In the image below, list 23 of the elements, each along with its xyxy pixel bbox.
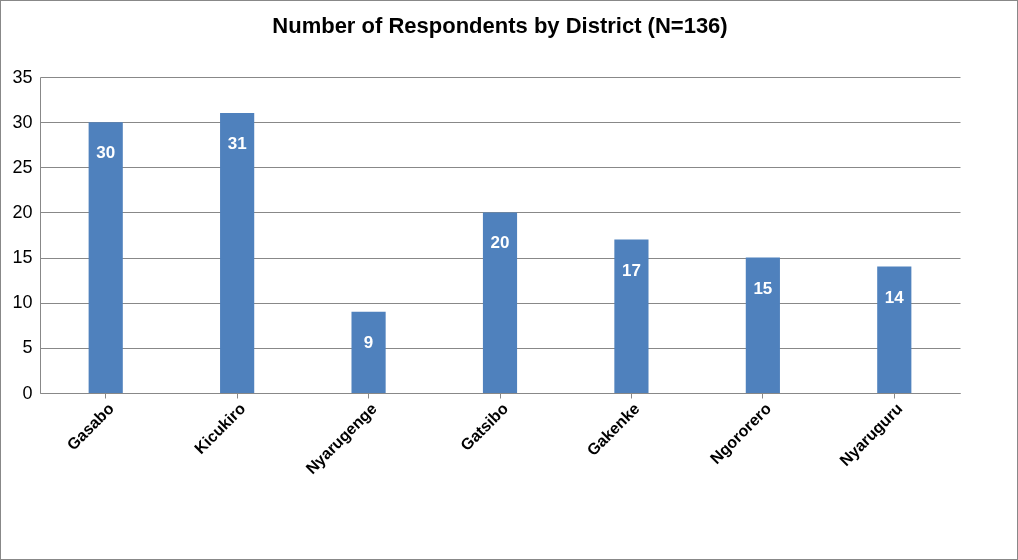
data-label: 20 (490, 233, 510, 253)
bar (220, 113, 255, 393)
bar (745, 257, 780, 393)
data-label: 30 (96, 143, 116, 163)
data-label: 9 (363, 332, 374, 352)
y-tick-label: 20 (12, 201, 33, 222)
bar (482, 212, 518, 393)
bar (351, 311, 386, 393)
y-tick-label: 5 (22, 337, 33, 358)
bar (877, 266, 912, 393)
y-tick-label: 35 (12, 66, 33, 87)
y-tick-label: 25 (12, 156, 33, 177)
chart-title: Number of Respondents by District (N=136) (272, 13, 728, 38)
y-tick-label: 30 (12, 111, 33, 132)
data-label: 14 (884, 287, 905, 307)
y-tick-label: 10 (12, 292, 33, 313)
bar (88, 122, 123, 393)
data-label: 15 (753, 278, 773, 298)
data-label: 31 (227, 134, 247, 154)
bar (614, 239, 649, 393)
y-tick-label: 15 (12, 247, 33, 268)
data-label: 17 (621, 260, 641, 280)
y-tick-label: 0 (22, 382, 33, 403)
